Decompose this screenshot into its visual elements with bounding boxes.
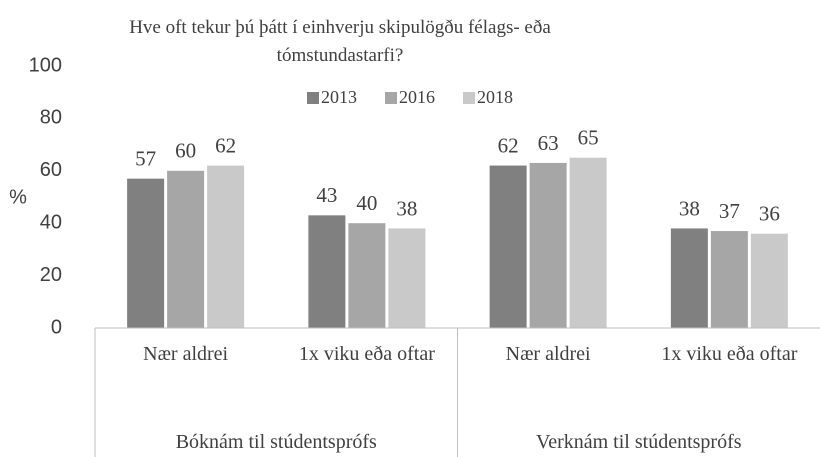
data-label: 57 [135, 146, 156, 170]
bar [489, 165, 527, 328]
y-tick-label: 100 [29, 54, 62, 76]
bar [569, 157, 607, 328]
x-tick-label: 1x viku eða oftar [298, 343, 435, 365]
x-tick-label: 1x viku eða oftar [661, 343, 798, 365]
y-tick-label: 20 [40, 264, 62, 286]
bar [308, 215, 346, 328]
y-tick-label: 80 [40, 107, 62, 129]
data-label: 60 [175, 139, 196, 163]
data-label: 40 [356, 191, 377, 215]
chart-title: Hve oft tekur þú þátt í einhverju skipul… [129, 17, 551, 66]
y-tick-label: 60 [40, 159, 62, 181]
bar [670, 228, 708, 328]
x-tick-label: Nær aldrei [505, 343, 591, 365]
bar [529, 162, 567, 328]
x-tick-label: Nær aldrei [143, 343, 229, 365]
group-label: Bóknám til stúdentsprófs [175, 431, 377, 453]
legend-label: 2013 [321, 87, 357, 107]
bar [207, 165, 245, 328]
data-label: 36 [759, 201, 780, 225]
group-label: Verknám til stúdentsprófs [535, 431, 742, 453]
data-label: 37 [719, 199, 740, 223]
legend-swatch [385, 92, 397, 104]
y-tick-label: 40 [40, 211, 62, 233]
y-tick-label: 0 [51, 316, 62, 338]
legend-swatch [307, 92, 319, 104]
legend-swatch [463, 92, 475, 104]
data-label: 38 [679, 196, 700, 220]
data-label: 38 [396, 196, 417, 220]
legend-label: 2016 [399, 87, 435, 107]
data-label: 63 [538, 131, 559, 155]
data-label: 62 [215, 133, 236, 157]
data-label: 65 [578, 126, 599, 150]
bar [127, 178, 165, 328]
data-label: 62 [498, 133, 519, 157]
bar [167, 170, 205, 328]
bar [750, 233, 788, 328]
legend-label: 2018 [477, 87, 513, 107]
bar [388, 228, 426, 328]
data-label: 43 [316, 183, 337, 207]
y-axis-label: % [9, 186, 27, 208]
bar [710, 231, 748, 328]
bar [348, 223, 386, 328]
